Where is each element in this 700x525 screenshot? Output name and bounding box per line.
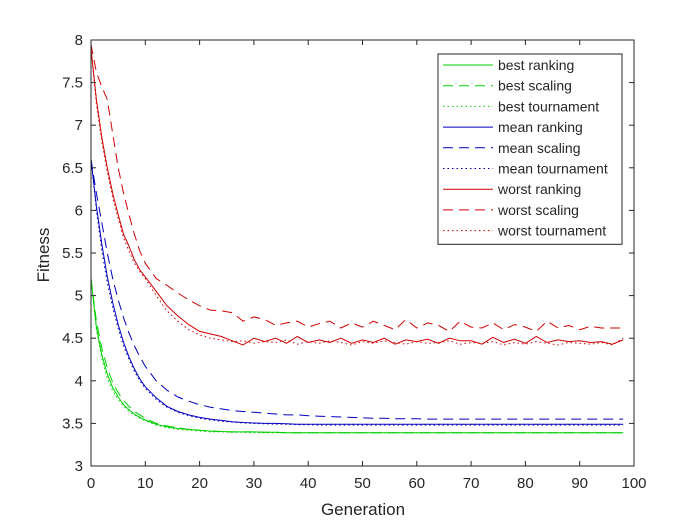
x-tick-label: 70 [463, 475, 480, 492]
axes: 0 10 20 30 40 50 60 70 80 90 100 3 3.5 4 4.5 5 5.5 6 6.5 7 7… [62, 32, 646, 492]
x-tick-label: 80 [517, 475, 534, 492]
legend-label-worst-tournament: worst tournament [497, 223, 606, 239]
y-tick-label: 4 [75, 373, 83, 390]
legend-label-best-tournament: best tournament [498, 98, 599, 114]
series-layer [90, 44, 624, 434]
series-line-best-scaling [90, 278, 624, 434]
series-line-mean-ranking [90, 159, 624, 425]
series-line-mean-scaling [90, 159, 624, 420]
y-tick-label: 7.5 [62, 75, 83, 92]
legend-label-worst-scaling: worst scaling [497, 202, 579, 218]
x-tick-label: 0 [87, 475, 95, 492]
legend-label-worst-ranking: worst ranking [497, 181, 581, 197]
series-line-best-tournament [90, 278, 624, 434]
legend-label-mean-ranking: mean ranking [498, 119, 583, 135]
x-tick-label: 10 [137, 475, 154, 492]
x-tick-label: 40 [300, 475, 317, 492]
y-tick-label: 5 [75, 288, 83, 305]
legend: best ranking best scaling best tournament m… [437, 53, 623, 245]
x-tick-label: 100 [621, 475, 646, 492]
y-tick-label: 8 [75, 32, 83, 49]
y-axis-label: Fitness [34, 228, 53, 283]
series-line-worst-ranking [90, 48, 624, 346]
series-line-best-ranking [90, 278, 624, 434]
y-tick-label: 5.5 [62, 245, 83, 262]
x-tick-label: 30 [246, 475, 263, 492]
series-line-worst-scaling [90, 44, 624, 333]
y-tick-label: 4.5 [62, 330, 83, 347]
x-tick-label: 90 [571, 475, 588, 492]
x-tick-label: 50 [354, 475, 371, 492]
y-tick-label: 3.5 [62, 415, 83, 432]
x-tick-label: 60 [408, 475, 425, 492]
legend-label-best-scaling: best scaling [498, 78, 572, 94]
y-tick-label: 3 [75, 458, 83, 475]
y-tick-label: 7 [75, 117, 83, 134]
y-tick-label: 6.5 [62, 160, 83, 177]
legend-label-best-ranking: best ranking [498, 57, 574, 73]
legend-label-mean-tournament: mean tournament [498, 161, 608, 177]
legend-label-mean-scaling: mean scaling [498, 140, 581, 156]
series-line-worst-tournament [90, 48, 624, 346]
x-axis-label: Generation [321, 500, 405, 519]
x-tick-label: 20 [191, 475, 208, 492]
y-tick-label: 6 [75, 202, 83, 219]
